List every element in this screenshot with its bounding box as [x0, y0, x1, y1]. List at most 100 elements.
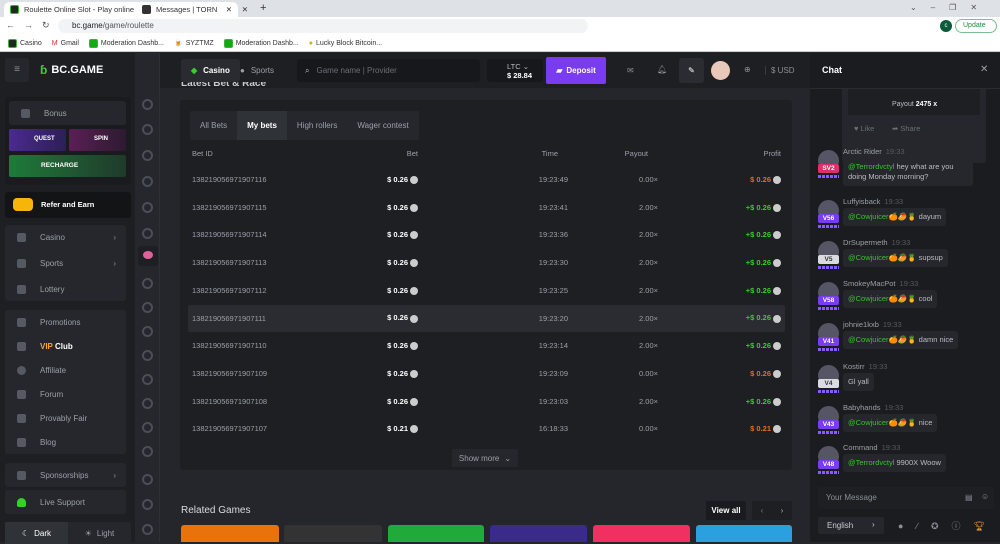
tab-wager-contest[interactable]: Wager contest — [357, 121, 409, 130]
chat-tools[interactable]: ●∕✪ⓘ🏆︎ — [898, 521, 998, 531]
category-icon[interactable] — [142, 202, 153, 213]
mention[interactable]: @Cowjuicer — [848, 335, 889, 344]
category-icon[interactable] — [142, 176, 153, 187]
table-row[interactable]: 138219056971907110 $ 0.26 19:23:14 2.00× +$ … — [188, 332, 785, 359]
bookmark[interactable]: Moderation Dashb... — [223, 38, 299, 48]
close-tab-icon[interactable]: ✕ — [241, 5, 248, 14]
category-icon[interactable] — [142, 350, 153, 361]
username[interactable]: Babyhands 19:33 — [843, 403, 904, 412]
sports-tab[interactable]: ● Sports — [240, 66, 274, 75]
table-row[interactable]: 138219056971907116 $ 0.26 19:23:49 0.00× $ 0… — [188, 166, 785, 193]
table-row[interactable]: 138219056971907114 $ 0.26 19:23:36 2.00× +$ … — [188, 221, 785, 248]
bcgame-logo[interactable]: ɓ BC.GAME — [40, 63, 104, 77]
table-row[interactable]: 138219056971907113 $ 0.26 19:23:30 2.00× +$ … — [188, 249, 785, 276]
bet-id[interactable]: 138219056971907115 — [192, 202, 267, 212]
mention[interactable]: @Cowjuicer — [848, 418, 889, 427]
like-button[interactable]: ♥ Like — [854, 124, 875, 133]
tab-roulette[interactable]: Roulette Online Slot - Play online ✕ — [4, 2, 238, 17]
bet-id[interactable]: 138219056971907111 — [192, 313, 266, 323]
view-all-button[interactable]: View all — [706, 501, 746, 520]
bet-id[interactable]: 138219056971907112 — [192, 285, 267, 295]
next-arrow-icon[interactable]: › — [772, 501, 792, 520]
language-selector[interactable]: English › — [818, 517, 884, 534]
close-tab-icon[interactable]: ✕ — [225, 5, 232, 14]
mention[interactable]: @Terrordvctyl — [848, 162, 895, 171]
category-icon[interactable] — [142, 278, 153, 289]
table-row[interactable]: 138219056971907115 $ 0.26 19:23:41 2.00× +$ … — [188, 194, 785, 221]
category-icon[interactable] — [142, 228, 153, 239]
chat-toggle-icon[interactable]: ✎ — [679, 58, 704, 83]
bet-id[interactable]: 138219056971907107 — [192, 424, 268, 434]
mention[interactable]: @Cowjuicer — [848, 294, 889, 303]
mention[interactable]: @Cowjuicer — [848, 212, 889, 221]
light-theme-button[interactable]: ☀ Light — [84, 528, 115, 538]
casino-tab[interactable]: ◆ Casino — [181, 59, 240, 82]
category-icon[interactable] — [142, 124, 153, 135]
prev-arrow-icon[interactable]: ‹ — [752, 501, 772, 520]
mention[interactable]: @Cowjuicer — [848, 253, 889, 262]
update-button[interactable]: Update — [955, 19, 997, 33]
tab-all-bets[interactable]: All Bets — [200, 121, 228, 130]
roulette-category-active[interactable] — [138, 246, 158, 266]
bookmark[interactable]: Casino — [8, 38, 42, 48]
game-thumbnail[interactable] — [696, 525, 792, 542]
deposit-button[interactable]: ▰ Deposit — [546, 57, 606, 84]
window-controls[interactable]: ⌄–❐✕ — [910, 3, 992, 12]
table-row[interactable]: 138219056971907108 $ 0.26 19:23:03 2.00× +$ … — [188, 388, 785, 415]
username[interactable]: Command 19:33 — [843, 443, 901, 452]
category-icon[interactable] — [142, 374, 153, 385]
sponsorships-button[interactable]: Sponsorships › — [5, 463, 126, 487]
bell-icon[interactable]: 🔔︎ — [657, 65, 668, 74]
category-icon[interactable] — [142, 150, 153, 161]
currency-selector[interactable]: $ USD — [765, 66, 795, 75]
bet-id[interactable]: 138219056971907108 — [192, 396, 268, 406]
wallet-balance[interactable]: LTC ⌄ $ 28.84 — [487, 59, 543, 82]
category-icon[interactable] — [142, 326, 153, 337]
new-tab-button[interactable]: + — [260, 2, 267, 14]
refer-and-earn-button[interactable]: Refer and Earn — [5, 192, 131, 218]
category-icon[interactable] — [142, 422, 153, 433]
close-chat-icon[interactable]: ✕ — [980, 64, 989, 75]
sidebar-item-blog[interactable]: Blog — [5, 430, 126, 454]
bet-id[interactable]: 138219056971907114 — [192, 230, 267, 240]
bet-id[interactable]: 138219056971907109 — [192, 368, 268, 378]
bet-id[interactable]: 138219056971907110 — [192, 341, 267, 351]
category-icon[interactable] — [142, 302, 153, 313]
username[interactable]: Arctic Rider 19:33 — [843, 147, 905, 156]
quest-button[interactable]: QUEST — [9, 129, 66, 151]
table-row[interactable]: 138219056971907109 $ 0.26 19:23:09 0.00× $ 0… — [188, 360, 785, 387]
tab-my-bets[interactable]: My bets — [237, 111, 287, 140]
nav-buttons[interactable]: ←→↻ — [6, 20, 59, 30]
username[interactable]: SmokeyMacPot 19:33 — [843, 279, 919, 288]
category-icon[interactable] — [142, 474, 153, 485]
bookmark[interactable]: 🍺 SYZTMZ — [173, 39, 214, 48]
game-thumbnail[interactable] — [490, 525, 587, 542]
sidebar-item-lottery[interactable]: Lottery — [5, 277, 126, 301]
category-icon[interactable] — [142, 524, 153, 535]
share-button[interactable]: ➦ Share — [892, 124, 921, 133]
bookmark[interactable]: ● Lucky Block Bitcoin... — [308, 39, 383, 47]
url-input[interactable]: bc.game/game/roulette — [58, 19, 588, 33]
username[interactable]: Kostirr 19:33 — [843, 362, 888, 371]
username[interactable]: Luffyisback 19:33 — [843, 197, 904, 206]
search-input[interactable]: ⌕ Game name | Provider — [297, 59, 480, 82]
profile-avatar[interactable]: c — [940, 20, 952, 32]
spin-button[interactable]: SPIN — [69, 129, 126, 151]
username[interactable]: johnie1kxb 19:33 — [843, 320, 902, 329]
bet-id[interactable]: 138219056971907116 — [192, 175, 267, 184]
user-avatar[interactable] — [711, 61, 730, 80]
tab-torn[interactable]: Messages | TORN ✕ — [136, 2, 254, 17]
game-thumbnail[interactable] — [388, 525, 484, 542]
table-row[interactable]: 138219056971907107 $ 0.21 16:18:33 0.00× $ 0… — [188, 415, 785, 442]
bet-id[interactable]: 138219056971907113 — [192, 258, 267, 268]
game-thumbnail[interactable] — [593, 525, 690, 542]
game-thumbnail[interactable] — [284, 525, 382, 542]
category-icon[interactable] — [142, 499, 153, 510]
sidebar-item-promotions[interactable]: Promotions — [5, 310, 126, 334]
bonus-button[interactable]: Bonus — [9, 101, 126, 125]
globe-icon[interactable]: ⊕ — [744, 65, 751, 74]
bookmark[interactable]: Moderation Dashb... — [88, 38, 164, 48]
dark-theme-button[interactable]: ☾ Dark — [5, 522, 68, 544]
category-icon[interactable] — [142, 99, 153, 110]
bookmark[interactable]: M Gmail — [51, 39, 79, 47]
